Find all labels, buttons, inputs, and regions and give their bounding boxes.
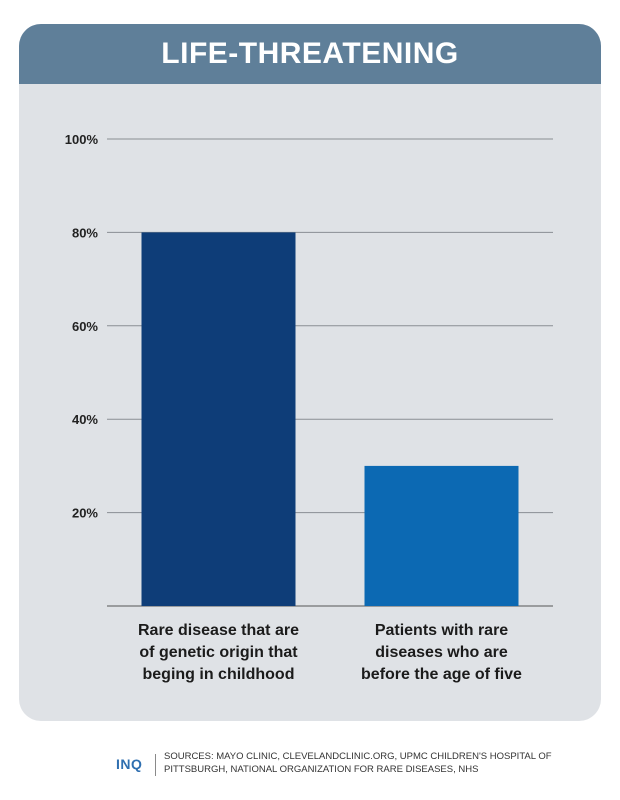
bar-2 <box>364 465 519 606</box>
chart-title: LIFE-THREATENING <box>161 37 459 70</box>
footer: INQ SOURCES: MAYO CLINIC, CLEVELANDCLINI… <box>116 750 596 784</box>
x-category-label: Patients with rare diseases who are before… <box>347 620 537 686</box>
category-label-line: Rare disease that are <box>138 622 299 639</box>
footer-divider <box>155 754 156 776</box>
category-label-line: of genetic origin that <box>139 644 298 661</box>
y-tick-label: 20% <box>72 506 98 521</box>
chart-header: LIFE-THREATENING <box>19 24 601 84</box>
category-label-line: before the age of five <box>361 666 522 683</box>
category-label-line: diseases who are <box>375 644 508 661</box>
y-tick-label: 60% <box>72 319 98 334</box>
bar-1 <box>141 232 296 606</box>
y-tick-label: 100% <box>65 132 99 147</box>
y-tick-label: 80% <box>72 225 98 240</box>
category-label-line: beging in childhood <box>142 666 295 683</box>
category-label-line: Patients with rare <box>374 622 509 639</box>
chart-card: LIFE-THREATENING <box>19 24 601 721</box>
x-category-label: Rare disease that are of genetic origin t… <box>124 620 314 686</box>
brand-logo: INQ <box>116 756 143 772</box>
sources-text: SOURCES: MAYO CLINIC, CLEVELANDCLINIC.OR… <box>164 751 552 775</box>
y-tick-label: 40% <box>72 412 98 427</box>
